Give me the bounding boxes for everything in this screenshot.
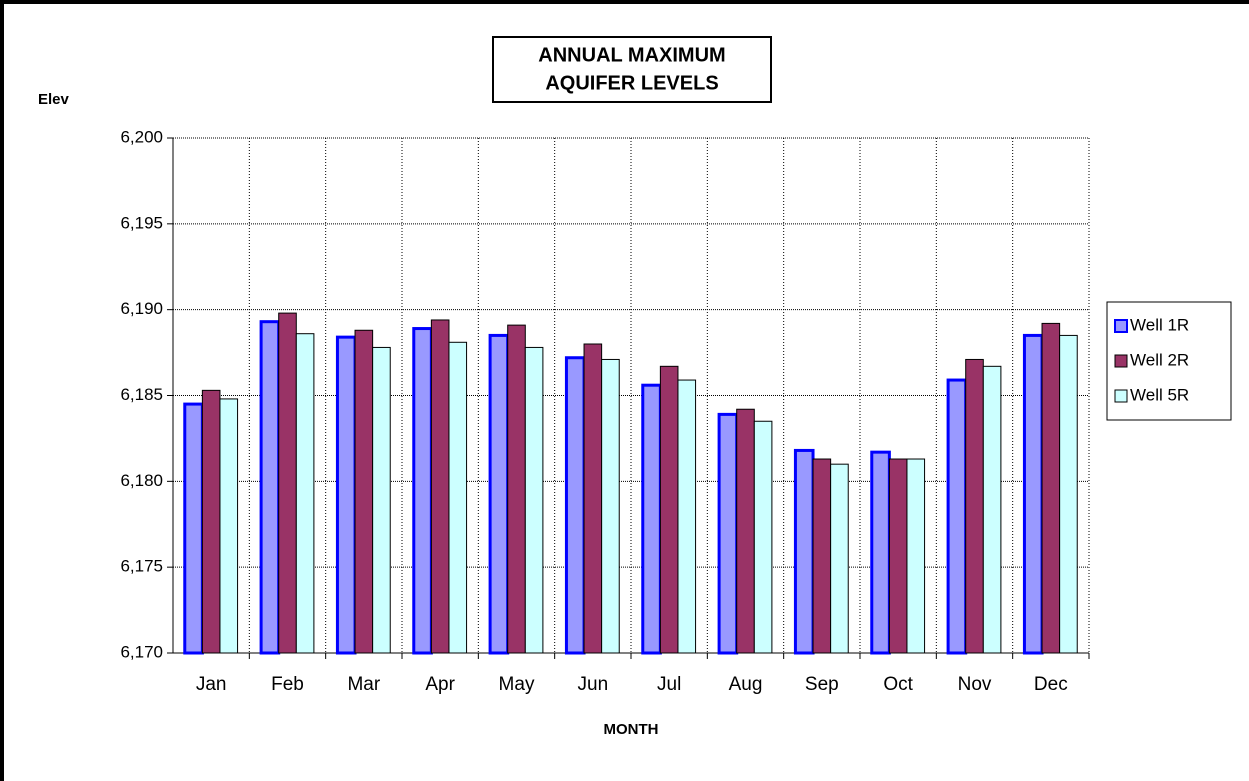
title-box xyxy=(492,36,772,103)
bar xyxy=(812,458,832,654)
chart-title: AQUIFER LEVELS xyxy=(545,72,718,94)
bar xyxy=(448,341,468,654)
legend-swatch xyxy=(1114,354,1128,368)
bar xyxy=(372,346,391,654)
x-tick-label: Feb xyxy=(271,674,304,695)
x-axis-label: MONTH xyxy=(604,721,659,738)
legend-label: Well 2R xyxy=(1130,350,1189,369)
bar xyxy=(736,408,755,654)
x-tick-label: Oct xyxy=(883,674,913,695)
x-tick-label: Sep xyxy=(805,674,839,695)
bar xyxy=(659,365,679,654)
bar xyxy=(278,312,297,654)
bar xyxy=(259,320,281,655)
bar xyxy=(295,333,315,654)
bar xyxy=(354,329,374,654)
bar xyxy=(906,458,926,654)
bar xyxy=(870,450,891,655)
x-tick-label: Jan xyxy=(196,674,227,695)
y-tick-label: 6,190 xyxy=(120,299,163,318)
y-tick-label: 6,195 xyxy=(120,213,163,232)
bar xyxy=(1059,334,1078,654)
y-tick-label: 6,170 xyxy=(120,642,163,661)
bar xyxy=(583,343,603,654)
legend-swatch xyxy=(1114,389,1128,403)
bar xyxy=(564,356,586,655)
bar xyxy=(888,458,908,654)
bar xyxy=(677,379,697,654)
bar xyxy=(717,412,739,655)
bar xyxy=(507,324,526,654)
y-tick-label: 6,180 xyxy=(120,471,163,490)
chart-title: ANNUAL MAXIMUM xyxy=(538,44,725,66)
bar xyxy=(335,335,357,655)
bar xyxy=(965,358,984,654)
bar xyxy=(830,463,849,654)
bar xyxy=(1041,322,1061,654)
legend-label: Well 1R xyxy=(1130,315,1189,334)
bar xyxy=(641,383,662,655)
y-tick-label: 6,185 xyxy=(120,385,163,404)
x-tick-label: Aug xyxy=(729,674,763,695)
bar xyxy=(430,319,450,654)
x-tick-label: Mar xyxy=(347,674,380,695)
bar xyxy=(753,420,773,654)
x-tick-label: Dec xyxy=(1034,674,1068,695)
legend-swatch xyxy=(1114,319,1128,333)
bar xyxy=(1022,333,1044,655)
bar xyxy=(183,402,204,655)
bar xyxy=(982,365,1002,654)
bar xyxy=(524,346,544,654)
y-tick-label: 6,175 xyxy=(120,557,163,576)
y-axis-label: Elev xyxy=(38,91,70,108)
bar xyxy=(601,358,620,654)
bar xyxy=(201,389,221,654)
x-tick-label: May xyxy=(499,674,535,695)
bar xyxy=(793,448,815,655)
bar xyxy=(488,333,510,655)
x-tick-label: Jun xyxy=(578,674,609,695)
x-tick-label: Nov xyxy=(958,674,992,695)
x-tick-label: Jul xyxy=(657,674,681,695)
bar xyxy=(219,398,239,654)
y-tick-label: 6,200 xyxy=(120,127,163,146)
bar xyxy=(412,327,433,655)
legend-label: Well 5R xyxy=(1130,385,1189,404)
bar xyxy=(946,378,968,655)
x-tick-label: Apr xyxy=(425,674,455,695)
